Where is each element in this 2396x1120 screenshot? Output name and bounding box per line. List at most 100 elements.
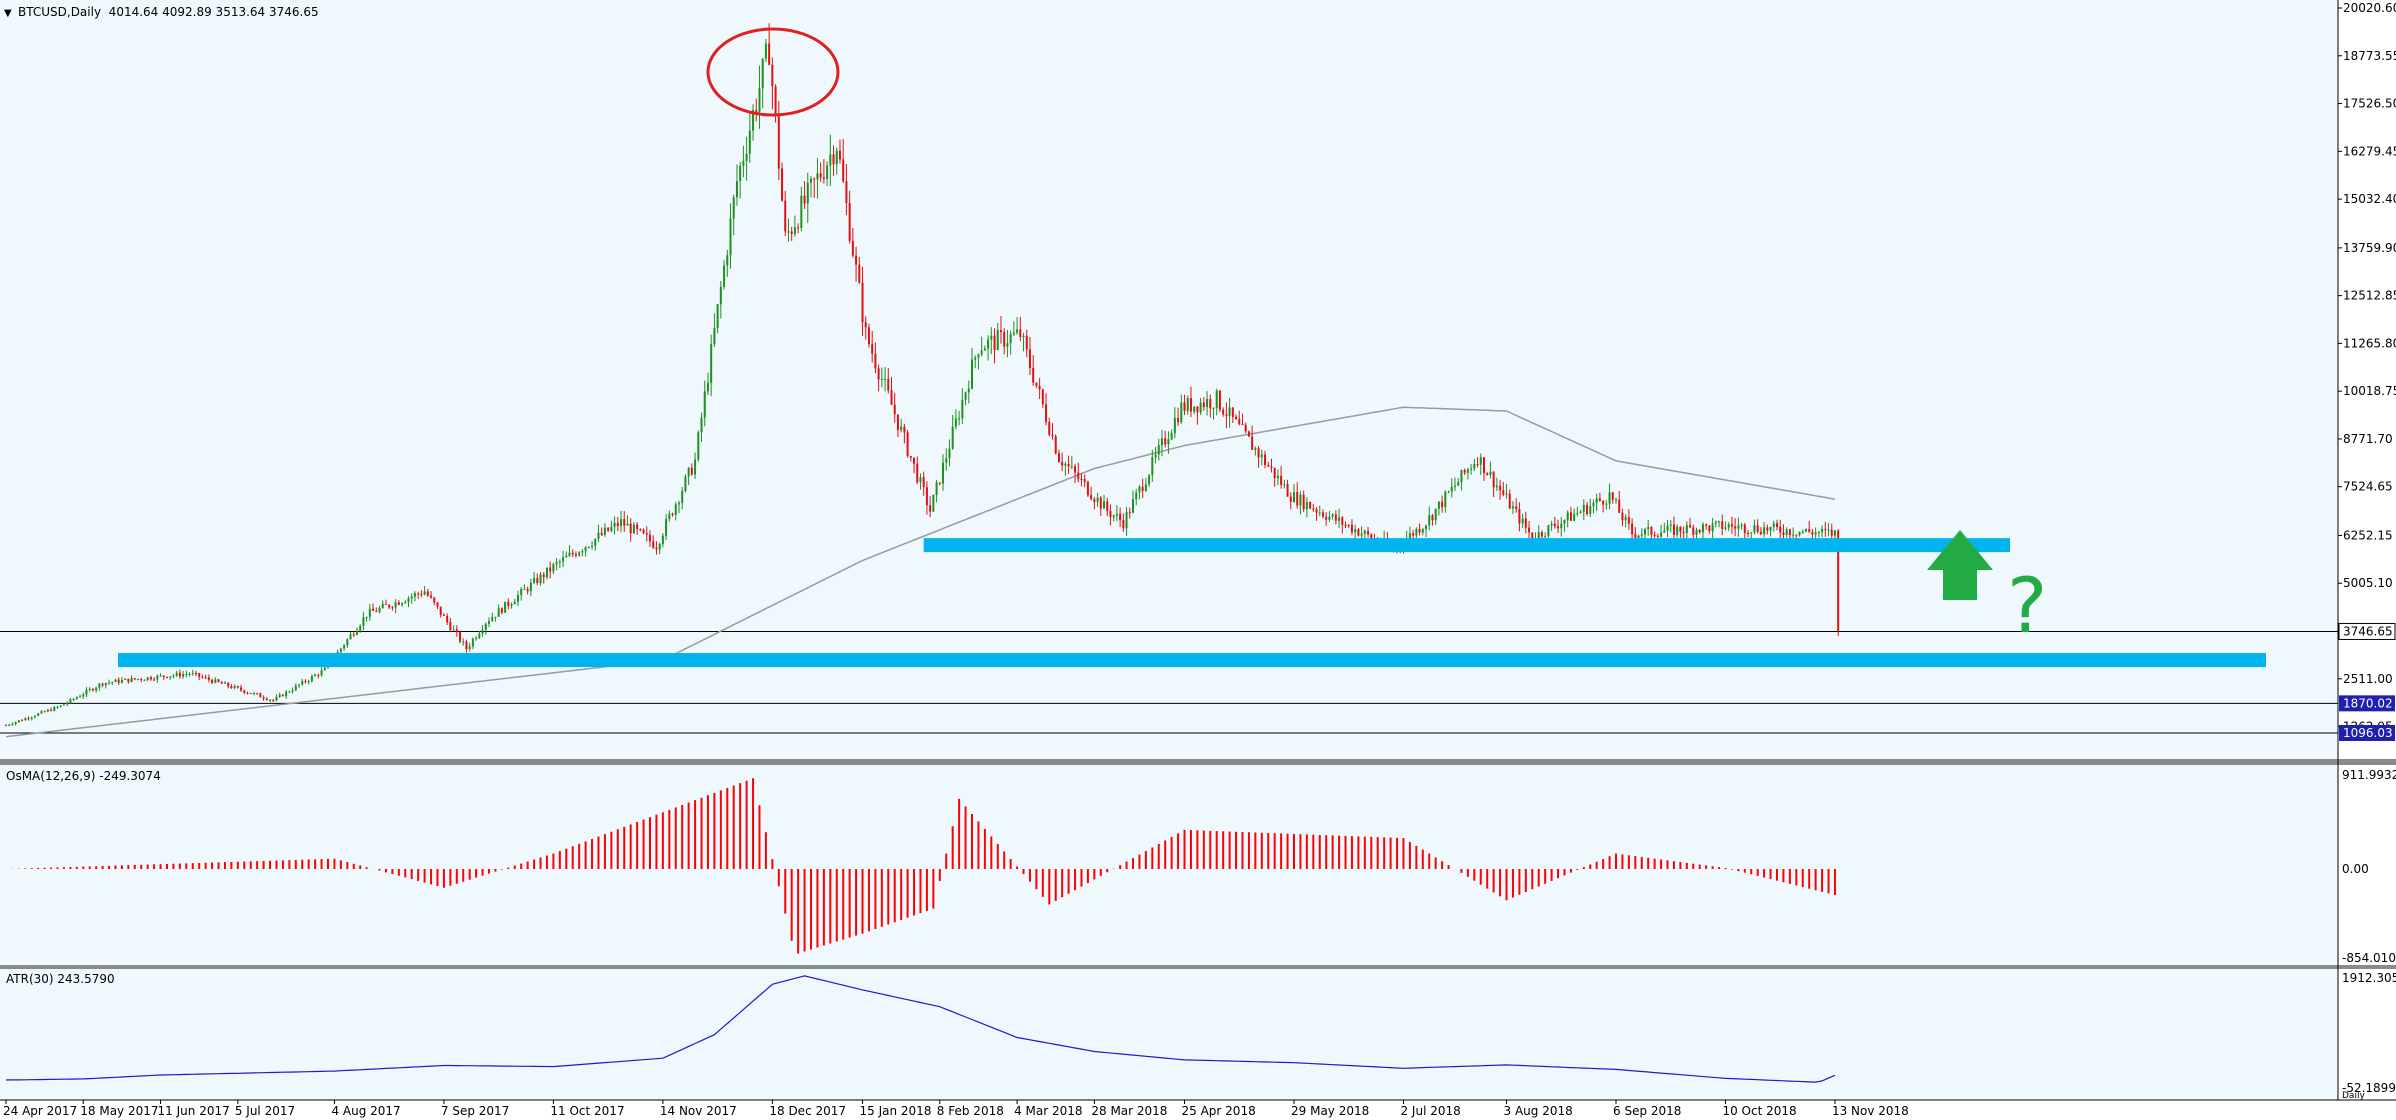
candle bbox=[858, 256, 861, 284]
level-price-box bbox=[2339, 695, 2395, 712]
candle bbox=[1701, 522, 1704, 540]
candle bbox=[62, 704, 65, 706]
candle bbox=[1479, 453, 1482, 475]
candle bbox=[384, 599, 387, 605]
candle bbox=[69, 698, 72, 704]
candle bbox=[1080, 473, 1083, 487]
moving-average-line bbox=[5, 406, 1836, 738]
candle bbox=[146, 676, 149, 682]
time-tick-label: 18 May 2017 bbox=[80, 1104, 158, 1118]
candle bbox=[893, 392, 896, 423]
candle bbox=[1470, 463, 1473, 475]
candle bbox=[1653, 531, 1656, 538]
candle bbox=[230, 684, 233, 689]
candle bbox=[890, 376, 893, 405]
candle bbox=[623, 511, 626, 532]
main-panel-bg bbox=[0, 0, 2338, 759]
candle bbox=[85, 687, 88, 698]
candle bbox=[1460, 469, 1463, 491]
panel-separator[interactable] bbox=[0, 965, 2396, 969]
chart-dropdown-icon[interactable]: ▼ bbox=[4, 8, 12, 19]
candle bbox=[752, 104, 755, 141]
candle bbox=[259, 692, 262, 698]
candle bbox=[1164, 430, 1167, 448]
candle bbox=[1557, 519, 1560, 534]
candle bbox=[1112, 514, 1115, 522]
up-arrow-annotation[interactable] bbox=[1927, 530, 1993, 600]
candle bbox=[1582, 499, 1585, 521]
candle bbox=[491, 612, 494, 622]
candle bbox=[697, 430, 700, 462]
candle bbox=[1270, 458, 1273, 473]
support-band-upper[interactable] bbox=[923, 538, 2011, 553]
price-tick-label: 17526.50 bbox=[2343, 97, 2396, 111]
candle bbox=[394, 599, 397, 614]
candle bbox=[980, 336, 983, 357]
candle bbox=[1138, 484, 1141, 500]
candle bbox=[555, 557, 558, 571]
candle bbox=[642, 528, 645, 535]
candle bbox=[581, 549, 584, 557]
candle bbox=[30, 716, 33, 721]
candle bbox=[1228, 397, 1231, 428]
candle bbox=[1189, 386, 1192, 418]
candle bbox=[529, 578, 532, 597]
candle bbox=[652, 535, 655, 550]
price-tick-label: 11265.80 bbox=[2343, 336, 2396, 350]
candle bbox=[1431, 513, 1434, 526]
candle bbox=[900, 418, 903, 433]
candle bbox=[999, 316, 1002, 344]
candle bbox=[1025, 329, 1028, 358]
candle bbox=[1650, 526, 1653, 539]
candle bbox=[1711, 517, 1714, 539]
candle bbox=[533, 571, 536, 585]
peak-circle-annotation[interactable] bbox=[706, 27, 840, 117]
candle bbox=[1482, 456, 1485, 481]
candle bbox=[684, 474, 687, 493]
candle bbox=[932, 494, 935, 512]
candle bbox=[1315, 506, 1318, 521]
price-tick-label: 18773.55 bbox=[2343, 49, 2396, 63]
candle bbox=[958, 410, 961, 426]
candle bbox=[764, 39, 767, 62]
candle bbox=[37, 712, 40, 717]
candle bbox=[1302, 490, 1305, 513]
candle bbox=[639, 528, 642, 532]
support-band-lower[interactable] bbox=[118, 653, 2266, 668]
candle bbox=[1586, 501, 1589, 516]
candle bbox=[91, 688, 94, 692]
candle bbox=[1785, 527, 1788, 538]
candle bbox=[1685, 521, 1688, 539]
atr-bottom-tick: -52.1899 bbox=[2342, 1081, 2396, 1095]
candle bbox=[1028, 336, 1031, 375]
price-tick-label: 5005.10 bbox=[2343, 576, 2393, 590]
atr-top-tick: 1912.3059 bbox=[2342, 971, 2396, 985]
candle bbox=[977, 353, 980, 370]
candle bbox=[404, 600, 407, 604]
candle bbox=[629, 518, 632, 542]
candle bbox=[996, 322, 999, 351]
candle bbox=[1740, 522, 1743, 530]
candle bbox=[1260, 449, 1263, 466]
candle bbox=[1183, 394, 1186, 416]
candle bbox=[1779, 519, 1782, 539]
candle bbox=[948, 439, 951, 467]
candle bbox=[1328, 510, 1331, 522]
candle bbox=[1434, 508, 1437, 525]
candle bbox=[288, 690, 291, 693]
candle bbox=[523, 584, 526, 590]
panel-separator[interactable] bbox=[0, 759, 2396, 765]
candle bbox=[1624, 514, 1627, 528]
candle bbox=[497, 604, 500, 617]
candle bbox=[1064, 461, 1067, 476]
candle bbox=[1463, 468, 1466, 476]
candle bbox=[871, 330, 874, 363]
candle bbox=[600, 527, 603, 536]
time-tick-label: 14 Nov 2017 bbox=[660, 1104, 737, 1118]
candle bbox=[819, 162, 822, 182]
candle bbox=[75, 696, 78, 700]
candle bbox=[1827, 522, 1830, 537]
candle bbox=[1325, 512, 1328, 526]
level-price-box-text: 1096.03 bbox=[2343, 726, 2393, 740]
